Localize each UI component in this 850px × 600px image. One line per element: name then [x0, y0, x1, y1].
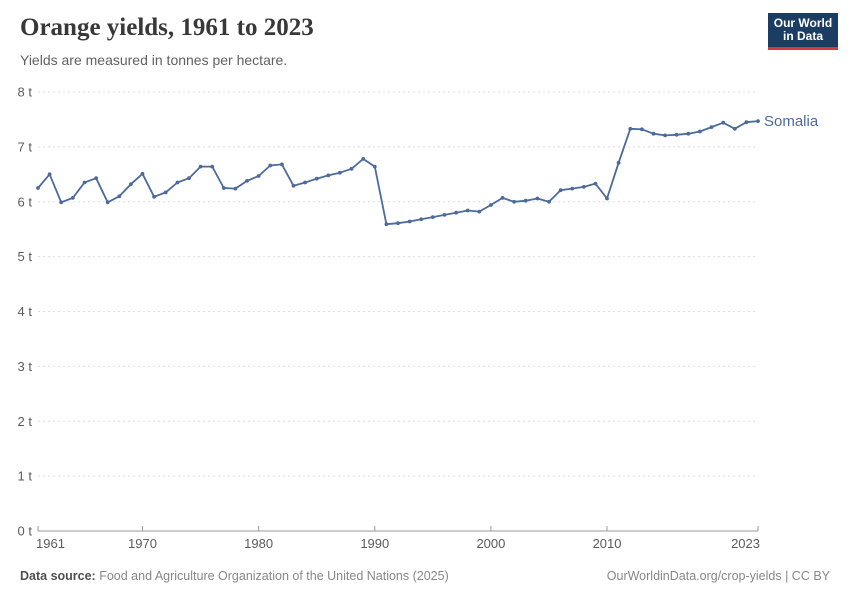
data-point — [314, 176, 319, 181]
data-point — [349, 166, 354, 171]
data-point — [221, 186, 226, 190]
data-point — [384, 222, 389, 227]
data-point — [605, 196, 609, 201]
data-point — [640, 127, 644, 132]
y-tick-label: 2 t — [18, 414, 33, 429]
data-line — [37, 120, 759, 226]
y-tick-label: 0 t — [18, 524, 33, 539]
data-point — [47, 172, 52, 177]
x-tick-label: 2000 — [476, 536, 505, 551]
data-point — [407, 219, 412, 224]
y-tick-label: 6 t — [18, 194, 33, 209]
chart-footer: Data source: Food and Agriculture Organi… — [20, 569, 830, 583]
data-point — [512, 199, 516, 204]
data-point — [756, 119, 760, 123]
data-point — [674, 132, 679, 137]
data-point — [280, 162, 284, 167]
data-point — [570, 186, 575, 191]
data-point — [245, 179, 249, 183]
data-point — [117, 194, 122, 199]
data-point — [430, 215, 435, 220]
data-point — [256, 174, 261, 178]
data-point — [396, 221, 400, 226]
data-point — [593, 181, 598, 186]
data-point — [140, 171, 145, 176]
data-point — [465, 208, 470, 213]
data-point — [82, 180, 87, 185]
y-tick-label: 7 t — [18, 139, 33, 154]
data-point — [558, 188, 563, 193]
data-point — [663, 133, 667, 138]
x-tick-label: 1961 — [36, 536, 65, 551]
x-tick-label: 2010 — [593, 536, 622, 551]
data-point — [361, 157, 366, 161]
data-point — [291, 183, 296, 188]
x-tick-label: 1970 — [128, 536, 157, 551]
data-point — [500, 196, 505, 200]
y-tick-label: 8 t — [18, 85, 33, 100]
data-point — [105, 200, 110, 205]
data-point — [709, 125, 714, 129]
data-point — [616, 160, 621, 165]
data-point — [59, 200, 64, 205]
y-tick-label: 4 t — [18, 304, 33, 319]
data-point — [163, 190, 168, 195]
data-point — [442, 213, 447, 217]
data-source-text: Food and Agriculture Organization of the… — [99, 569, 449, 583]
data-point — [233, 186, 238, 191]
data-point — [686, 131, 691, 136]
data-point — [187, 176, 191, 181]
x-tick-label: 2023 — [731, 536, 760, 551]
data-point — [698, 129, 702, 134]
x-tick-label: 1980 — [244, 536, 273, 551]
data-point — [338, 170, 342, 175]
data-point — [581, 185, 586, 189]
y-tick-label: 1 t — [18, 469, 33, 484]
data-point — [372, 164, 377, 169]
y-tick-label: 3 t — [18, 359, 33, 374]
data-point — [744, 120, 749, 125]
attribution-link[interactable]: OurWorldinData.org/crop-yields | CC BY — [606, 569, 830, 583]
data-point — [454, 210, 458, 215]
owid-logo-line2: in Data — [782, 29, 823, 43]
data-source-label: Data source: — [20, 569, 96, 583]
data-point — [303, 180, 307, 185]
data-point — [489, 203, 493, 207]
y-tick-label: 5 t — [18, 249, 33, 264]
owid-logo[interactable]: Our World in Data — [768, 13, 838, 50]
data-point — [547, 199, 551, 204]
data-point — [523, 198, 528, 203]
data-point — [210, 164, 215, 169]
data-point — [36, 186, 40, 190]
data-point — [94, 176, 98, 181]
owid-logo-line1: Our World — [773, 16, 833, 30]
data-point — [175, 180, 180, 185]
data-point — [326, 173, 331, 178]
data-point — [268, 163, 273, 168]
data-point — [535, 196, 540, 201]
data-point — [419, 217, 424, 222]
series-label: Somalia — [764, 113, 819, 130]
data-point — [152, 194, 157, 199]
data-point — [721, 120, 726, 125]
x-tick-label: 1990 — [360, 536, 389, 551]
data-point — [477, 209, 482, 214]
data-point — [70, 196, 75, 200]
data-point — [651, 131, 656, 136]
page-title: Orange yields, 1961 to 2023 — [20, 14, 314, 41]
data-point — [732, 126, 737, 131]
data-source: Data source: Food and Agriculture Organi… — [20, 569, 449, 583]
data-point — [628, 126, 633, 131]
data-point — [198, 164, 203, 169]
chart-subtitle: Yields are measured in tonnes per hectar… — [20, 52, 288, 68]
data-point — [129, 182, 133, 187]
